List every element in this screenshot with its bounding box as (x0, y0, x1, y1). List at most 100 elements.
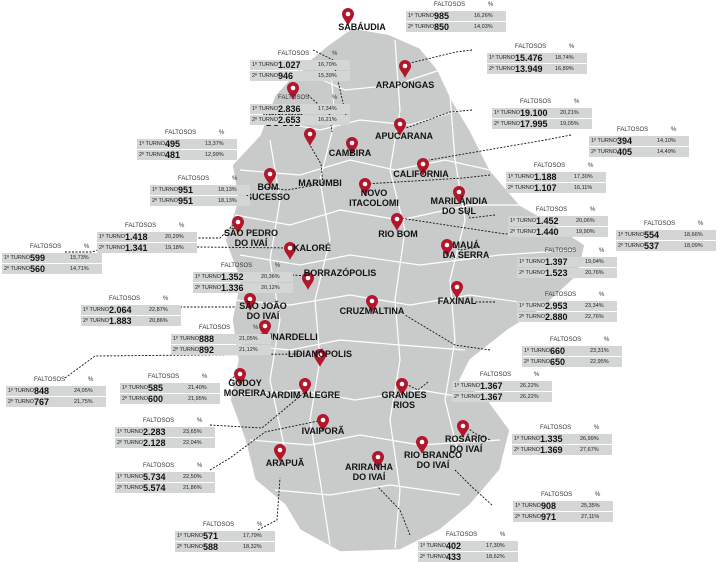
absent-count: 908 (541, 501, 557, 511)
municipality-name: SABÁUDIA (338, 22, 386, 32)
stats-row-turno2: 2º TURNO 650 22,95% (522, 357, 622, 367)
header-pct: % (219, 130, 225, 136)
turno-label: 1º TURNO (508, 174, 535, 180)
municipality-name: LUNARDELLI (260, 332, 318, 342)
header-pct: % (588, 163, 594, 169)
map-pin-icon (396, 378, 408, 396)
turno-label: 2º TURNO (519, 314, 546, 320)
stats-row-turno2: 2º TURNO 2.128 22,04% (115, 438, 215, 448)
absent-percent: 16,26% (474, 13, 493, 19)
absent-percent: 17,30% (574, 174, 593, 180)
stats-row-turno1: 1º TURNO 1.188 17,30% (506, 172, 606, 182)
municipality-name: RIO BRANCO DO IVAÍ (404, 450, 462, 470)
turno-label: 2º TURNO (177, 544, 204, 550)
absent-count: 1.336 (221, 283, 244, 293)
municipality-name: NOVO ITACOLOMI (349, 188, 399, 208)
stats-row-turno1: 1º TURNO 1.367 26,22% (452, 381, 552, 391)
absent-percent: 22,95% (590, 359, 609, 365)
stats-row-turno1: 1º TURNO 554 18,66% (616, 230, 716, 240)
absent-percent: 22,04% (183, 440, 202, 446)
absent-count: 1.367 (480, 392, 503, 402)
header-pct: % (179, 223, 185, 229)
absent-percent: 27,67% (580, 447, 599, 453)
header-faltosos: FALTOSOS (143, 418, 175, 424)
absent-percent: 19,90% (576, 229, 595, 235)
turno-label: 1º TURNO (139, 141, 166, 147)
absent-percent: 22,87% (149, 307, 168, 313)
absent-count: 985 (434, 11, 450, 21)
absent-count: 660 (550, 346, 566, 356)
absent-percent: 18,66% (684, 232, 703, 238)
map-pin-icon (232, 216, 244, 234)
absent-count: 2.653 (278, 115, 301, 125)
absent-count: 585 (148, 383, 164, 393)
stats-row-turno1: 1º TURNO 5.734 22,50% (115, 472, 215, 482)
header-pct: % (534, 372, 540, 378)
header-faltosos: FALTOSOS (520, 99, 552, 105)
absent-percent: 20,12% (261, 285, 280, 291)
turno-label: 2º TURNO (122, 396, 149, 402)
municipality-name: MAUÁ DA SERRA (443, 240, 490, 260)
absent-percent: 20,21% (560, 110, 579, 116)
absent-count: 1.369 (540, 445, 563, 455)
stats-row-turno1: 1º TURNO 15.476 18,74% (487, 53, 587, 63)
absent-percent: 20,06% (576, 218, 595, 224)
turno-label: 1º TURNO (152, 187, 179, 193)
turno-label: 1º TURNO (524, 348, 551, 354)
header-faltosos: FALTOSOS (143, 463, 175, 469)
turno-label: 2º TURNO (152, 198, 179, 204)
turno-label: 1º TURNO (173, 336, 200, 342)
map-pin-icon (317, 414, 329, 432)
absent-percent: 19,05% (560, 121, 579, 127)
turno-label: 1º TURNO (83, 307, 110, 313)
absent-percent: 14,10% (657, 138, 676, 144)
map-pin-icon (302, 272, 314, 290)
stats-row-turno2: 2º TURNO 537 18,09% (616, 241, 716, 251)
header-pct: % (332, 51, 338, 57)
absent-percent: 21,95% (188, 396, 207, 402)
absent-percent: 14,49% (657, 149, 676, 155)
map-pin-icon (314, 349, 326, 367)
stats-row-turno1: 1º TURNO 2.064 22,87% (81, 305, 181, 315)
absent-percent: 12,99% (205, 152, 224, 158)
absent-percent: 20,29% (165, 234, 184, 240)
stats-row-turno2: 2º TURNO 1.523 20,76% (517, 268, 617, 278)
header-faltosos: FALTOSOS (434, 2, 466, 8)
stats-row-turno2: 2º TURNO 5.574 21,86% (115, 483, 215, 493)
absent-percent: 20,86% (149, 318, 168, 324)
absent-count: 13.949 (515, 64, 543, 74)
map-pin-icon (359, 178, 371, 196)
turno-label: 2º TURNO (117, 485, 144, 491)
header-pct: % (569, 44, 575, 50)
stats-row-turno1: 1º TURNO 2.283 23,65% (115, 427, 215, 437)
stats-row-turno2: 2º TURNO 17.995 19,05% (492, 119, 592, 129)
absent-count: 767 (34, 397, 50, 407)
map-pin-icon (346, 137, 358, 155)
stats-row-turno1: 1º TURNO 1.418 20,29% (97, 232, 197, 242)
stats-row-turno1: 1º TURNO 2.836 17,34% (250, 104, 350, 114)
turno-label: 1º TURNO (515, 503, 542, 509)
municipality-name: RIO BOM (378, 229, 418, 239)
municipality-name: GRANDES RIOS (381, 390, 426, 410)
municipality-name: ARIRANHA DO IVAÍ (345, 462, 393, 482)
turno-label: 1º TURNO (510, 218, 537, 224)
absent-count: 1.367 (480, 381, 503, 391)
stats-row-turno1: 1º TURNO 1.027 16,70% (250, 60, 350, 70)
absent-count: 2.953 (545, 301, 568, 311)
municipality-name: KALORÉ (293, 243, 331, 253)
turno-label: 1º TURNO (408, 13, 435, 19)
absent-count: 1.397 (545, 257, 568, 267)
header-faltosos: FALTOSOS (165, 130, 197, 136)
absent-count: 650 (550, 357, 566, 367)
absent-count: 1.883 (109, 316, 132, 326)
absent-count: 495 (165, 139, 181, 149)
absent-percent: 17,34% (318, 106, 337, 112)
stats-row-turno2: 2º TURNO 560 14,71% (2, 264, 102, 274)
absent-count: 848 (34, 386, 50, 396)
turno-label: 2º TURNO (8, 399, 35, 405)
absent-count: 946 (278, 71, 294, 81)
stats-row-turno1: 1º TURNO 985 16,26% (406, 11, 506, 21)
absent-percent: 26,22% (520, 383, 539, 389)
stats-row-turno2: 2º TURNO 850 14,03% (406, 22, 506, 32)
